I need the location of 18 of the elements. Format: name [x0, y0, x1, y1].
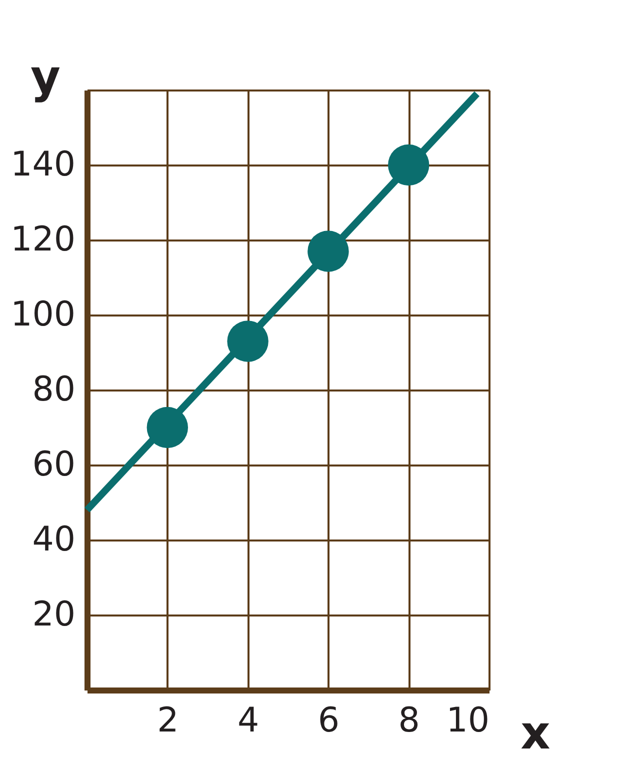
x-tick-label: 2	[157, 700, 179, 740]
y-tick-label: 20	[32, 594, 76, 634]
x-tick-label: 10	[446, 700, 490, 740]
point	[146, 406, 188, 448]
y-axis-title: y	[30, 50, 60, 104]
x-tick-label: 6	[318, 700, 340, 740]
point	[308, 230, 349, 272]
point	[388, 144, 430, 186]
y-tick-label: 80	[32, 370, 76, 410]
y-tick-label: 120	[10, 220, 76, 260]
y-tick-label: 40	[32, 520, 76, 560]
y-tick-label: 60	[32, 444, 76, 484]
point	[227, 320, 268, 362]
x-tick-label: 4	[237, 700, 260, 740]
x-axis-title: x	[520, 706, 550, 760]
x-tick-label: 8	[398, 700, 420, 740]
y-tick-label: 140	[10, 144, 76, 184]
y-tick-label: 100	[10, 294, 76, 334]
